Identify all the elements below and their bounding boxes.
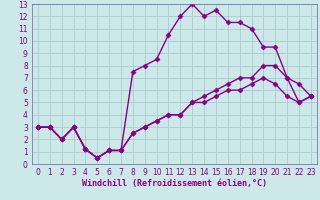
- X-axis label: Windchill (Refroidissement éolien,°C): Windchill (Refroidissement éolien,°C): [82, 179, 267, 188]
